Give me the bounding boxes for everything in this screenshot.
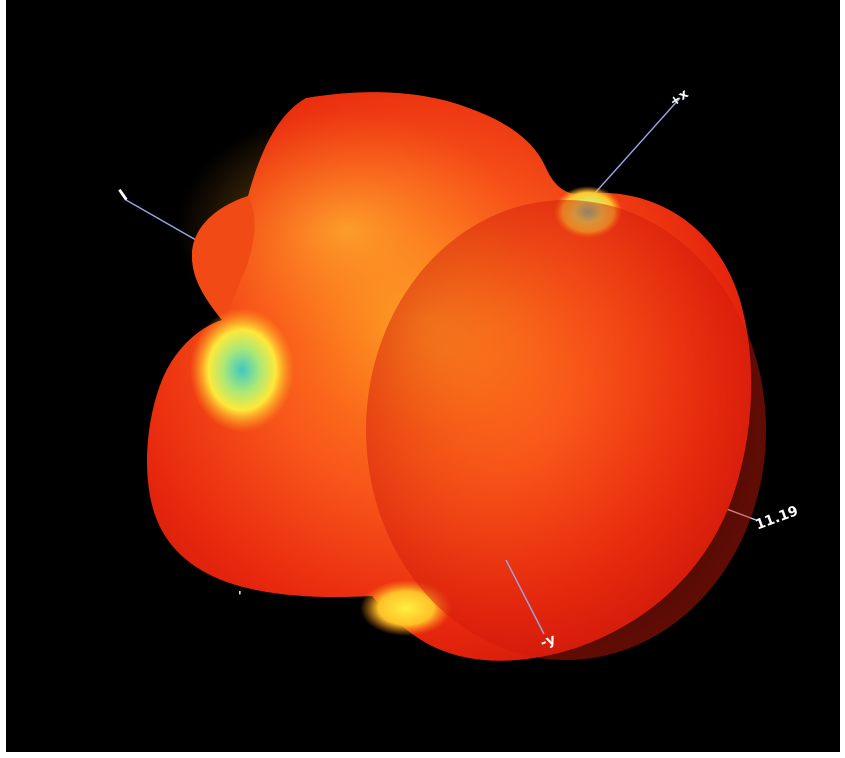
axis-y-line xyxy=(505,559,545,635)
left-cavity xyxy=(190,308,294,432)
axis-tick-label: ' xyxy=(238,589,242,603)
axis-z-label: 11.19 xyxy=(753,503,800,533)
render-viewport[interactable]: +x -y 11.19 l ' xyxy=(6,0,840,752)
left-lobe xyxy=(192,196,255,320)
right-shade xyxy=(366,200,766,660)
axis-x-label: +x xyxy=(667,86,692,110)
axis-y-label: -y xyxy=(538,631,558,651)
scene: +x -y 11.19 l ' xyxy=(116,86,800,661)
axis-neg-label: l xyxy=(116,186,131,205)
